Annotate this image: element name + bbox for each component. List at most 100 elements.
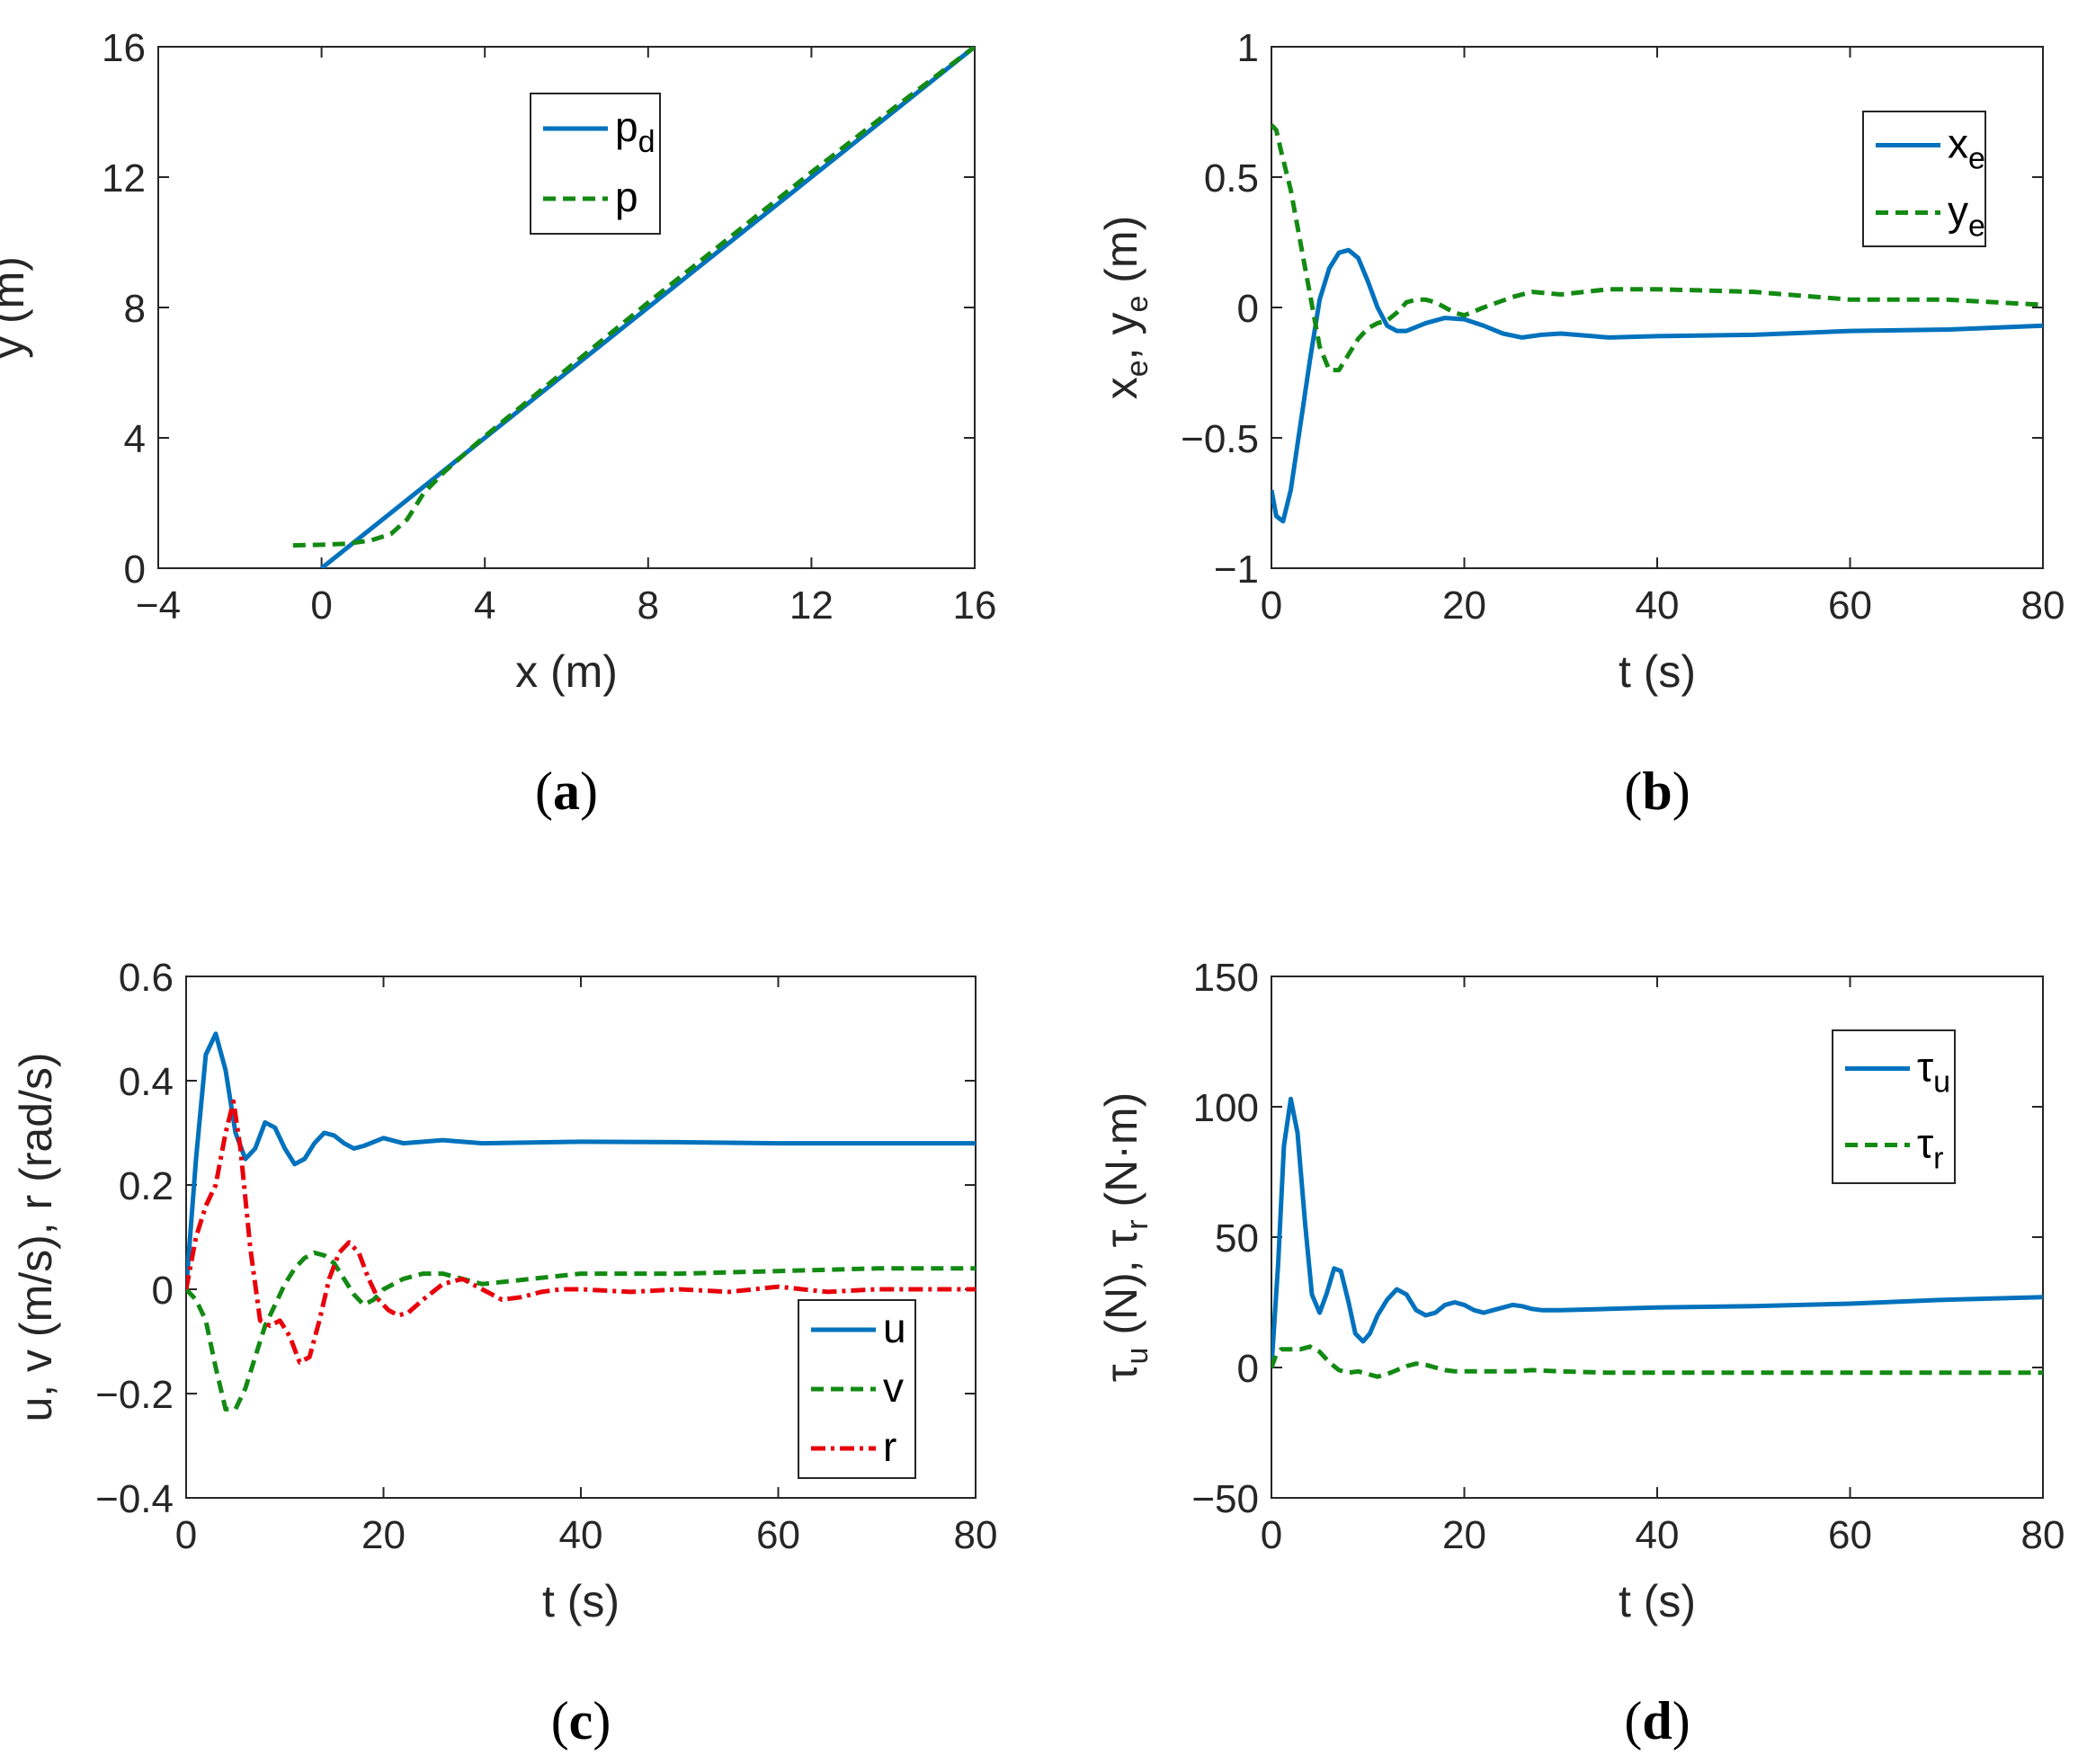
y-axis-label: y (m) xyxy=(0,256,33,359)
y-tick-label: 100 xyxy=(1193,1086,1259,1130)
x-tick-label: 80 xyxy=(2021,1513,2065,1557)
x-tick-label: 4 xyxy=(474,584,495,628)
panel-c: 0 20 40 60 80 −0.4 −0.2 0 0.2 0.4 0.6 t (s) u, v (m/… xyxy=(11,956,997,1751)
x-tick-label: 40 xyxy=(559,1513,603,1557)
y-tick-label: 0.6 xyxy=(119,956,174,1000)
y-axis-label-part: x xyxy=(1096,377,1146,399)
x-axis-label: t (s) xyxy=(1619,1576,1696,1626)
series-group xyxy=(292,47,975,568)
subfigure-letter: c xyxy=(569,1691,593,1751)
y-tick-label: 50 xyxy=(1215,1216,1259,1261)
y-tick-label: −0.2 xyxy=(95,1373,174,1417)
legend-entry: τu xyxy=(1917,1044,1950,1100)
y-tick-label: −0.4 xyxy=(95,1477,174,1521)
legend-entry: r xyxy=(883,1423,896,1470)
subfigure-paren: ) xyxy=(1672,1691,1690,1751)
series-line-tau-u xyxy=(1271,1096,2043,1368)
x-tick-label: 8 xyxy=(638,584,659,628)
x-tick-label: 60 xyxy=(1828,584,1872,628)
legend-entry-subscript: u xyxy=(1933,1065,1950,1100)
legend-box xyxy=(1832,1029,1956,1184)
y-axis-label-subscript: e xyxy=(1120,360,1155,377)
subfigure-label: (b) xyxy=(1624,762,1690,821)
y-axis-label-subscript: r xyxy=(1120,1219,1155,1229)
legend-entry-name: p xyxy=(615,103,638,150)
legend-entry: xe xyxy=(1948,120,1985,176)
legend-entry-subscript: d xyxy=(638,125,656,159)
x-axis-label: x (m) xyxy=(515,646,618,697)
legend-entry-subscript: e xyxy=(1968,142,1985,176)
legend-entry: τr xyxy=(1917,1120,1944,1176)
y-axis-label-part: (N), τ xyxy=(1096,1229,1146,1347)
y-axis-label-part: (N·m) xyxy=(1096,1092,1146,1220)
legend-entry-name: τ xyxy=(1917,1044,1933,1091)
x-tick-label: 0 xyxy=(1261,1513,1282,1557)
legend-box xyxy=(1862,111,1986,247)
legend-entry-name: r xyxy=(883,1423,896,1470)
series-line-u xyxy=(186,1031,976,1290)
legend-entry-name: τ xyxy=(1917,1120,1933,1167)
x-axis-label: t (s) xyxy=(542,1576,620,1626)
series-line-tau-r xyxy=(1271,1344,2043,1379)
x-tick-label: −4 xyxy=(136,584,181,628)
subfigure-paren: ( xyxy=(535,762,553,821)
subfigure-paren: ) xyxy=(580,762,598,821)
panel-b: 0 20 40 60 80−1−0.500.51t (s)xe, ye (m)xeye(… xyxy=(1096,26,2065,821)
y-axis-label: τu (N), τr (N·m) xyxy=(1096,1092,1155,1382)
subfigure-paren: ( xyxy=(1624,762,1642,821)
subfigure-letter: b xyxy=(1642,762,1672,821)
legend-entry-subscript: e xyxy=(1968,209,1985,244)
x-tick-label: 60 xyxy=(1828,1513,1872,1557)
x-tick-label: 16 xyxy=(953,584,997,628)
subfigure-paren: ( xyxy=(1624,1691,1642,1751)
legend-entry: p xyxy=(615,174,638,220)
legend-entry: u xyxy=(883,1305,906,1351)
x-tick-label: 80 xyxy=(954,1513,998,1557)
y-tick-label: 12 xyxy=(102,156,146,200)
y-tick-label: 0 xyxy=(152,1269,174,1313)
subfigure-paren: ) xyxy=(1672,762,1690,821)
x-tick-label: 40 xyxy=(1636,1513,1680,1557)
series-line-p-d xyxy=(320,47,975,568)
y-axis-label: xe, ye (m) xyxy=(1096,216,1155,399)
subfigure-paren: ) xyxy=(593,1691,611,1751)
series-group xyxy=(1271,1096,2043,1379)
subfigure-paren: ( xyxy=(551,1691,569,1751)
y-tick-label: 0 xyxy=(1237,1347,1259,1391)
subfigure-letter: a xyxy=(553,762,580,821)
x-tick-label: 20 xyxy=(1442,1513,1486,1557)
legend: uvr xyxy=(798,1299,916,1479)
series-group xyxy=(1271,123,2043,524)
subfigure-letter: d xyxy=(1642,1691,1672,1751)
x-tick-label: 40 xyxy=(1636,584,1680,628)
subfigure-label: (d) xyxy=(1624,1691,1690,1751)
series-line-p xyxy=(292,47,975,548)
legend-entry: v xyxy=(883,1364,904,1411)
legend: pdp xyxy=(530,93,661,235)
x-tick-label: 0 xyxy=(1261,584,1282,628)
legend-entry-name: x xyxy=(1948,120,1968,167)
y-axis-label-part: , y xyxy=(1096,313,1146,361)
series-line-x-e xyxy=(1271,247,2043,524)
y-tick-label: 1 xyxy=(1237,26,1259,70)
y-axis-label-part: τ xyxy=(1096,1364,1146,1382)
x-tick-label: 20 xyxy=(1442,584,1486,628)
legend-entry-name: y xyxy=(1948,188,1968,235)
subfigure-label: (c) xyxy=(551,1691,611,1751)
y-tick-label: 0 xyxy=(1237,287,1259,331)
series-group xyxy=(186,1031,976,1412)
y-tick-label: 0.2 xyxy=(119,1164,174,1208)
x-tick-label: 0 xyxy=(310,584,332,628)
y-tick-label: −50 xyxy=(1191,1477,1259,1521)
y-tick-label: −1 xyxy=(1214,548,1259,592)
y-axis-label: u, v (m/s), r (rad/s) xyxy=(11,1052,61,1421)
legend-entry-name: p xyxy=(615,174,638,220)
x-tick-label: 60 xyxy=(756,1513,800,1557)
x-tick-label: 0 xyxy=(175,1513,197,1557)
y-axis-label-part: (m) xyxy=(1096,216,1146,296)
y-tick-label: 4 xyxy=(124,417,146,461)
y-tick-label: 16 xyxy=(102,26,146,70)
